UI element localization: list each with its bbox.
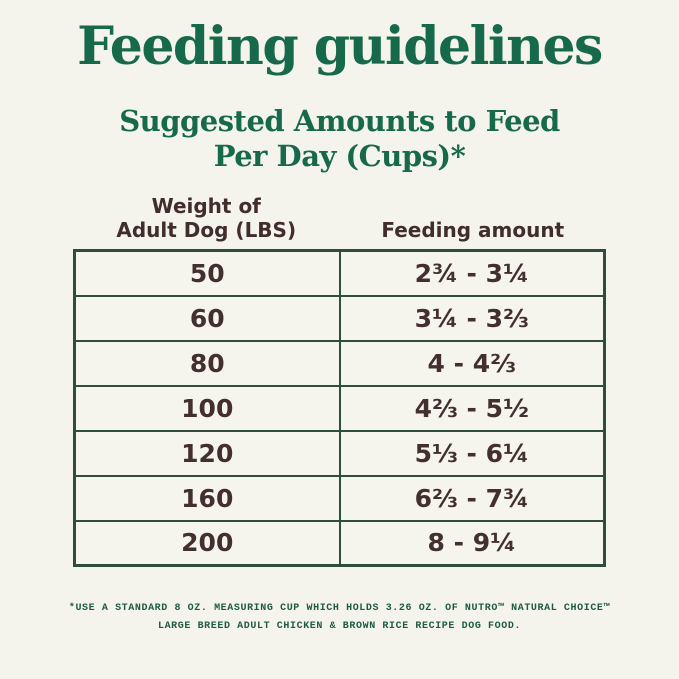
weight-header-line-2: Adult Dog (LBS) xyxy=(116,218,297,242)
amount-cell: 2¾ - 3¼ xyxy=(338,249,606,297)
feeding-amount-header-label: Feeding amount xyxy=(381,218,565,242)
amount-cell: 4⅔ - 5½ xyxy=(338,384,606,432)
table-row: 120 5⅓ - 6¼ xyxy=(73,429,606,477)
weight-cell: 60 xyxy=(73,294,341,342)
table-row: 60 3¼ - 3⅔ xyxy=(73,294,606,342)
table-row: 50 2¾ - 3¼ xyxy=(73,249,606,297)
footnote: *USE A STANDARD 8 OZ. MEASURING CUP WHIC… xyxy=(69,600,610,636)
footnote-line-1: *USE A STANDARD 8 OZ. MEASURING CUP WHIC… xyxy=(68,603,611,614)
amount-cell: 5⅓ - 6¼ xyxy=(338,429,606,477)
column-header-weight: Weight of Adult Dog (LBS) xyxy=(73,194,340,242)
table-row: 100 4⅔ - 5½ xyxy=(73,384,606,432)
amount-cell: 6⅔ - 7¾ xyxy=(338,474,606,522)
footnote-line-2: LARGE BREED ADULT CHICKEN & BROWN RICE R… xyxy=(157,621,522,632)
feeding-amounts-table: 50 2¾ - 3¼ 60 3¼ - 3⅔ 80 4 - 4⅔ 100 4⅔ -… xyxy=(73,249,606,567)
weight-cell: 50 xyxy=(73,249,341,297)
weight-cell: 160 xyxy=(73,474,341,522)
amount-cell: 4 - 4⅔ xyxy=(338,339,606,387)
weight-cell: 100 xyxy=(73,384,341,432)
amount-cell: 8 - 9¼ xyxy=(338,519,606,567)
weight-cell: 120 xyxy=(73,429,341,477)
subtitle-line-2: Per Day (Cups)* xyxy=(213,139,466,173)
weight-cell: 80 xyxy=(73,339,341,387)
weight-cell: 200 xyxy=(73,519,341,567)
column-header-feeding-amount: Feeding amount xyxy=(340,218,607,242)
page-subtitle: Suggested Amounts to Feed Per Day (Cups)… xyxy=(119,104,560,174)
amount-cell: 3¼ - 3⅔ xyxy=(338,294,606,342)
page-title: Feeding guidelines xyxy=(77,16,603,77)
subtitle-line-1: Suggested Amounts to Feed xyxy=(119,104,560,138)
table-row: 80 4 - 4⅔ xyxy=(73,339,606,387)
table-header-row: Weight of Adult Dog (LBS) Feeding amount xyxy=(73,194,606,242)
feeding-table-area: Weight of Adult Dog (LBS) Feeding amount… xyxy=(73,194,606,567)
table-row: 200 8 - 9¼ xyxy=(73,519,606,567)
table-row: 160 6⅔ - 7¾ xyxy=(73,474,606,522)
weight-header-line-1: Weight of xyxy=(151,194,261,218)
